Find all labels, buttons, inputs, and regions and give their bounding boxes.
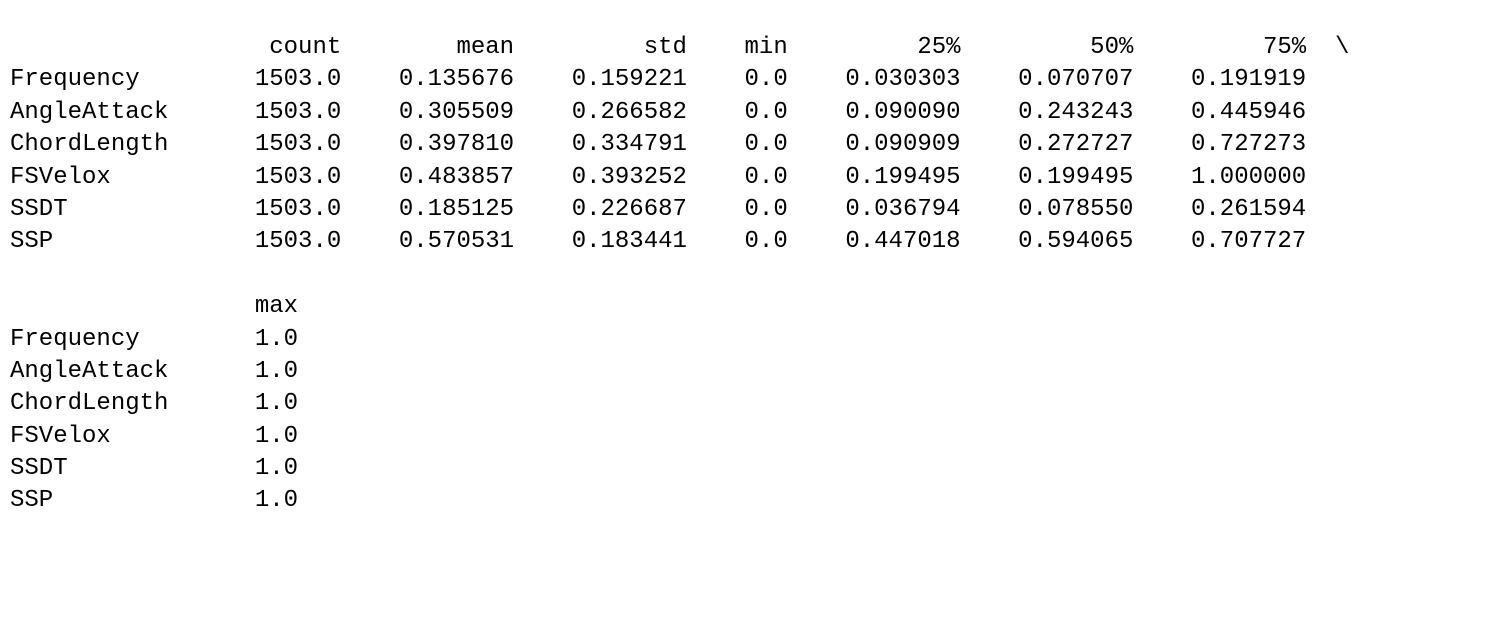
block2-row-2: ChordLength 1.0 <box>10 390 298 417</box>
block2-row-3: FSVelox 1.0 <box>10 423 298 450</box>
block2-row-0: Frequency 1.0 <box>10 326 298 353</box>
block1-row-1: AngleAttack 1503.0 0.305509 0.266582 0.0… <box>10 99 1306 126</box>
block2-row-5: SSP 1.0 <box>10 487 298 514</box>
block1-row-3: FSVelox 1503.0 0.483857 0.393252 0.0 0.1… <box>10 164 1306 191</box>
block2-row-4: SSDT 1.0 <box>10 455 298 482</box>
block1-row-4: SSDT 1503.0 0.185125 0.226687 0.0 0.0367… <box>10 196 1306 223</box>
describe-output: count mean std min 25% 50% 75% \ Frequen… <box>0 24 1500 526</box>
block1-header: count mean std min 25% 50% 75% \ <box>10 34 1349 61</box>
block1-row-0: Frequency 1503.0 0.135676 0.159221 0.0 0… <box>10 66 1306 93</box>
block1-row-2: ChordLength 1503.0 0.397810 0.334791 0.0… <box>10 131 1306 158</box>
block2-row-1: AngleAttack 1.0 <box>10 358 298 385</box>
block2-header: max <box>10 293 298 320</box>
block1-row-5: SSP 1503.0 0.570531 0.183441 0.0 0.44701… <box>10 228 1306 255</box>
